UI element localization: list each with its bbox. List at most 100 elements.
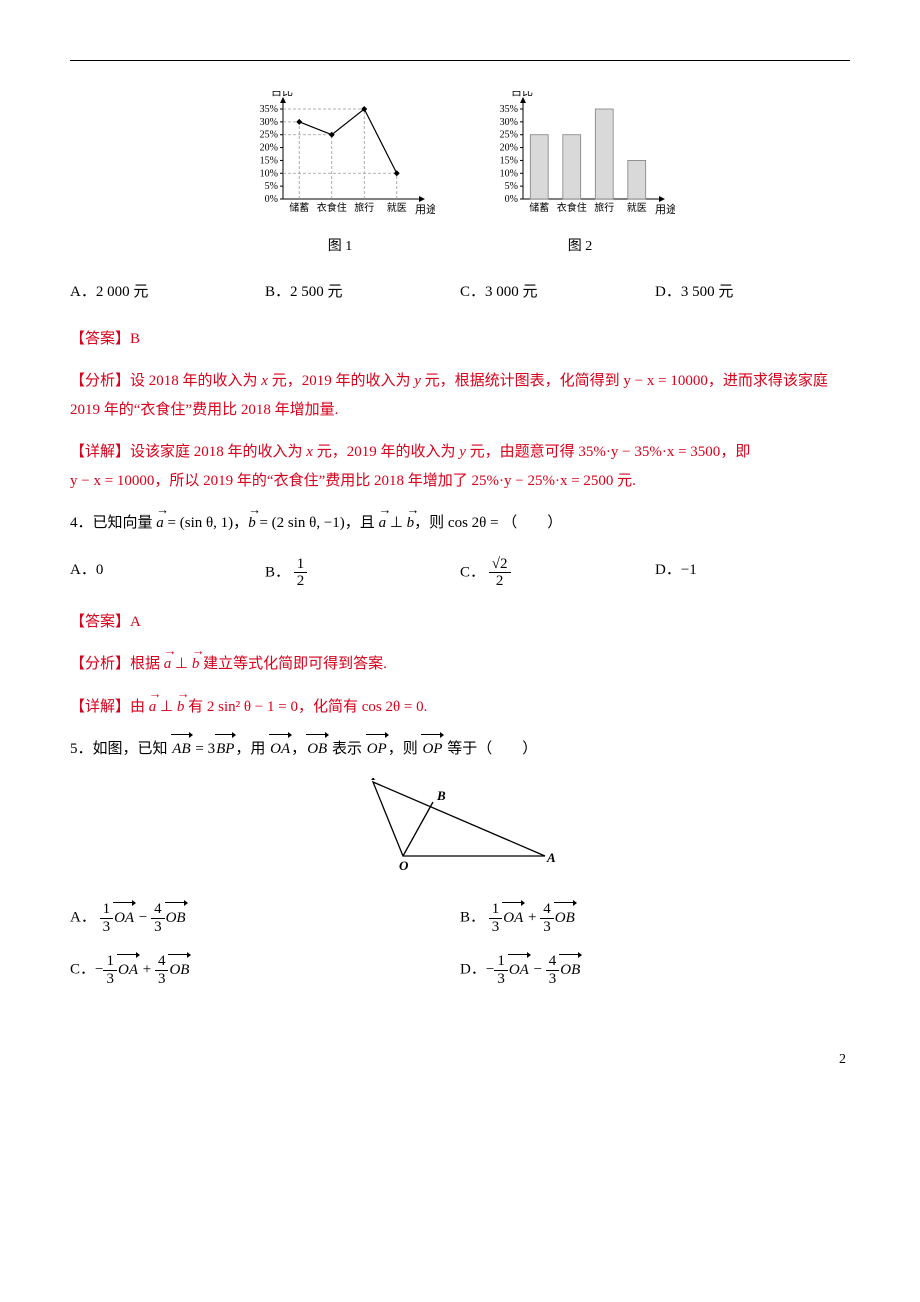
vec-ob: OB — [306, 735, 328, 764]
n: 4 — [546, 953, 560, 971]
chart-1-svg: 0%5%10%15%20%25%30%35%占比用途储蓄衣食住旅行就医 — [245, 91, 435, 221]
d: 3 — [155, 971, 169, 988]
den: 2 — [294, 573, 308, 590]
vec: OA — [502, 904, 524, 933]
svg-text:5%: 5% — [505, 181, 518, 192]
q5-number: 5． — [70, 741, 93, 757]
eq: = (sin θ, 1) — [164, 515, 233, 531]
svg-text:35%: 35% — [500, 104, 518, 115]
frac: 43 — [151, 901, 165, 935]
cos2t: cos 2θ — [448, 515, 486, 531]
q3-analysis: 【分析】设 2018 年的收入为 x 元，2019 年的收入为 y 元，根据统计… — [70, 367, 850, 424]
eq: 25%·y − 25%·x = 2500 — [472, 473, 614, 489]
chart-1: 0%5%10%15%20%25%30%35%占比用途储蓄衣食住旅行就医 图 1 — [245, 91, 435, 260]
page-number: 2 — [70, 1047, 850, 1074]
svg-text:20%: 20% — [500, 143, 518, 154]
charts-row: 0%5%10%15%20%25%30%35%占比用途储蓄衣食住旅行就医 图 1 … — [70, 91, 850, 260]
q4-opt-c: C． √22 — [460, 556, 655, 590]
vec-b: b — [192, 650, 200, 679]
chart-2-caption: 图 2 — [485, 234, 675, 261]
q4-opt-d: D．−1 — [655, 556, 850, 590]
n: 1 — [100, 901, 114, 919]
perp: ⊥ — [386, 515, 407, 531]
q3-answer: 【答案】B — [70, 325, 850, 354]
q5-figure: PBOA — [70, 778, 850, 884]
vec: OB — [165, 904, 187, 933]
t: 表示 — [328, 741, 366, 757]
t: = （ ） — [486, 515, 562, 531]
q3-options: A．2 000 元 B．2 500 元 C．3 000 元 D．3 500 元 — [70, 278, 850, 307]
eq: y − x = 10000 — [70, 473, 154, 489]
den: 2 — [489, 573, 511, 590]
vec-a: a — [164, 650, 172, 679]
vec: OB — [168, 956, 190, 985]
vec-ab: AB — [171, 735, 191, 764]
eq: y − x = 10000 — [623, 373, 707, 389]
n: 4 — [540, 901, 554, 919]
label: B． — [265, 564, 290, 580]
svg-text:用途: 用途 — [655, 202, 675, 216]
t: 根据 — [130, 656, 164, 672]
vec-b: b — [177, 693, 185, 722]
n: 4 — [151, 901, 165, 919]
svg-text:10%: 10% — [260, 168, 278, 179]
svg-text:旅行: 旅行 — [354, 201, 374, 214]
analysis-prefix: 【分析】 — [70, 656, 130, 672]
t: 元，根据统计图表，化简得到 — [421, 373, 624, 389]
d: 3 — [494, 971, 508, 988]
vec-op: OP — [366, 735, 388, 764]
t: ， — [233, 515, 248, 531]
q5-stem: 5．如图，已知 AB = 3BP，用 OA，OB 表示 OP，则 OP 等于（ … — [70, 735, 850, 764]
vec-oa: OA — [269, 735, 291, 764]
analysis-prefix: 【分析】 — [70, 373, 130, 389]
neg: − — [486, 962, 494, 978]
lbl: OB — [555, 910, 575, 926]
svg-text:就医: 就医 — [387, 201, 407, 214]
svg-text:35%: 35% — [260, 104, 278, 115]
q3-opt-d: D．3 500 元 — [655, 278, 850, 307]
label: C． — [70, 962, 95, 978]
lbl: BP — [216, 741, 234, 757]
q5-opt-c: C．−13OA + 43OB — [70, 953, 460, 987]
d: 3 — [540, 919, 554, 936]
q4-analysis: 【分析】根据 a ⊥ b 建立等式化简即可得到答案. — [70, 650, 850, 679]
svg-text:占比: 占比 — [271, 91, 293, 98]
t: ，即 — [720, 444, 750, 460]
label: C． — [460, 564, 485, 580]
t: 设 2018 年的收入为 — [130, 373, 261, 389]
svg-text:30%: 30% — [500, 117, 518, 128]
d: 3 — [100, 919, 114, 936]
t: 元，由题意可得 — [466, 444, 579, 460]
t: 如图，已知 — [93, 741, 172, 757]
lbl: OB — [560, 962, 580, 978]
op: + — [524, 910, 540, 926]
op: − — [135, 910, 151, 926]
eq: 2 sin² θ − 1 = 0 — [207, 699, 298, 715]
q5-opt-a: A． 13OA − 43OB — [70, 901, 460, 935]
vec: OA — [117, 956, 139, 985]
frac: 43 — [540, 901, 554, 935]
svg-text:P: P — [371, 778, 380, 783]
t: 由 — [130, 699, 149, 715]
vec: OB — [554, 904, 576, 933]
vec-a: a — [156, 509, 164, 538]
frac: 13 — [494, 953, 508, 987]
vec: OA — [113, 904, 135, 933]
t: 等于（ ） — [443, 741, 537, 757]
chart-1-caption: 图 1 — [245, 234, 435, 261]
eq: 35%·y − 35%·x = 3500 — [578, 444, 720, 460]
perp: ⊥ — [171, 656, 192, 672]
lbl: OB — [169, 962, 189, 978]
d: 3 — [489, 919, 503, 936]
q4-opt-b: B． 12 — [265, 556, 460, 590]
q5-options-row1: A． 13OA − 43OB B． 13OA + 43OB — [70, 901, 850, 935]
t: 已知向量 — [93, 515, 157, 531]
q4-options: A．0 B． 12 C． √22 D．−1 — [70, 556, 850, 590]
var-y: y — [459, 444, 466, 460]
lbl: OA — [114, 910, 134, 926]
d: 3 — [103, 971, 117, 988]
frac: 13 — [489, 901, 503, 935]
frac: 13 — [103, 953, 117, 987]
vec: OB — [559, 956, 581, 985]
lbl: OB — [307, 741, 327, 757]
